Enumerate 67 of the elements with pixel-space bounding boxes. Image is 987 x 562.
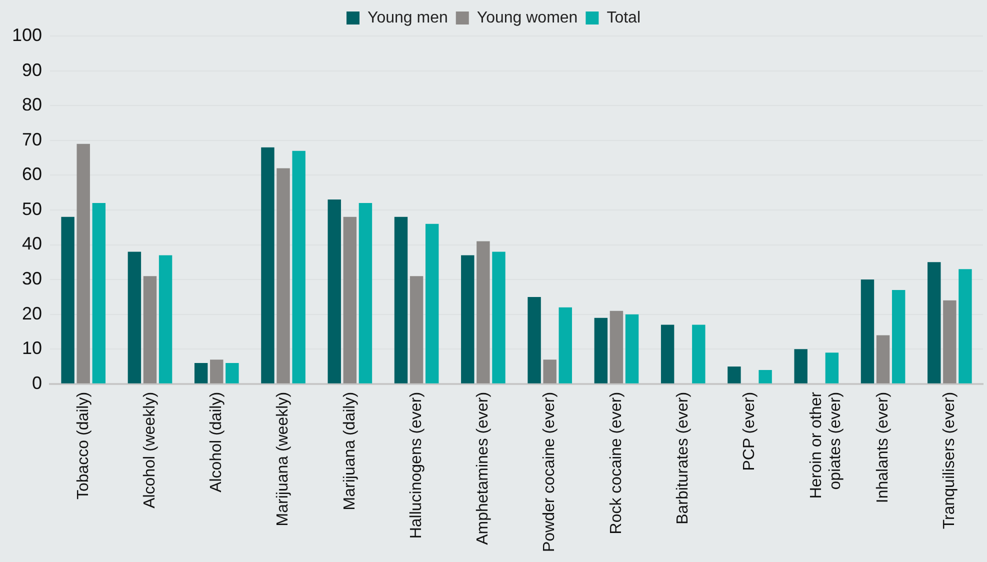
bar (610, 310, 624, 384)
bar (892, 290, 906, 384)
legend-label: Total (606, 9, 640, 26)
bar (328, 200, 341, 384)
bar (692, 324, 706, 384)
bar (158, 255, 172, 384)
bar (543, 360, 556, 384)
x-tick-label: Heroin or other opiates (ever) (808, 391, 844, 499)
x-tick-label: Alcohol (weekly) (141, 392, 158, 508)
y-tick-label: 90 (22, 60, 42, 80)
bar (660, 324, 674, 384)
bar (528, 296, 541, 384)
x-tick-label: Tobacco (daily) (74, 392, 92, 500)
bar (794, 349, 808, 384)
bar (558, 307, 572, 384)
bar (928, 262, 941, 384)
bar (276, 168, 290, 384)
x-tick-label: Barbiturates (ever) (674, 392, 692, 524)
bar (394, 216, 408, 384)
bar (76, 144, 90, 384)
y-tick-label: 60 (22, 164, 42, 184)
x-tick-label: Marijuana (daily) (341, 392, 358, 510)
bar (343, 216, 357, 384)
x-tick-label: Rock cocaine (ever) (608, 392, 625, 534)
x-tick-label: Amphetamines (ever) (474, 392, 492, 545)
bar (958, 269, 972, 384)
bar (261, 147, 274, 384)
y-tick-label: 20 (22, 303, 42, 324)
x-tick-label: Inhalants (ever) (874, 392, 892, 504)
bar (860, 280, 874, 384)
bar (728, 366, 741, 384)
y-tick-label: 50 (22, 198, 42, 219)
x-tick-label: Powder cocaine (ever) (541, 392, 558, 552)
bar (92, 203, 106, 384)
legend-label: Young women (476, 9, 578, 26)
bar (943, 300, 956, 384)
bar (876, 335, 890, 384)
y-tick-label: 40 (22, 234, 42, 254)
bar (410, 276, 424, 384)
bar (461, 255, 474, 384)
bar (358, 203, 372, 384)
y-tick-label: 70 (22, 129, 42, 150)
bar (226, 363, 239, 384)
bar (492, 252, 506, 384)
y-tick-label: 80 (22, 94, 42, 115)
bar (194, 363, 208, 384)
bar (143, 276, 157, 384)
legend-label: Young men (368, 9, 448, 26)
bar (758, 370, 772, 384)
bar (594, 318, 608, 384)
x-tick-label: Marijuana (weekly) (274, 392, 292, 526)
y-tick-label: 10 (22, 338, 42, 358)
bar (292, 150, 306, 384)
y-tick-label: 100 (12, 24, 42, 45)
bar (425, 224, 439, 384)
bar (476, 241, 490, 384)
y-tick-label: 30 (22, 268, 42, 289)
bar (825, 352, 839, 384)
x-tick-label: PCP (ever) (741, 392, 758, 471)
y-tick-label: 0 (32, 372, 42, 393)
x-tick-label: Hallucinogens (ever) (408, 392, 425, 539)
bar (210, 360, 224, 384)
bar (61, 216, 74, 384)
x-tick-label: Alcohol (daily) (208, 392, 226, 492)
bar (625, 314, 639, 384)
bar (128, 252, 142, 384)
x-tick-label: Tranquilisers (ever) (941, 392, 958, 530)
